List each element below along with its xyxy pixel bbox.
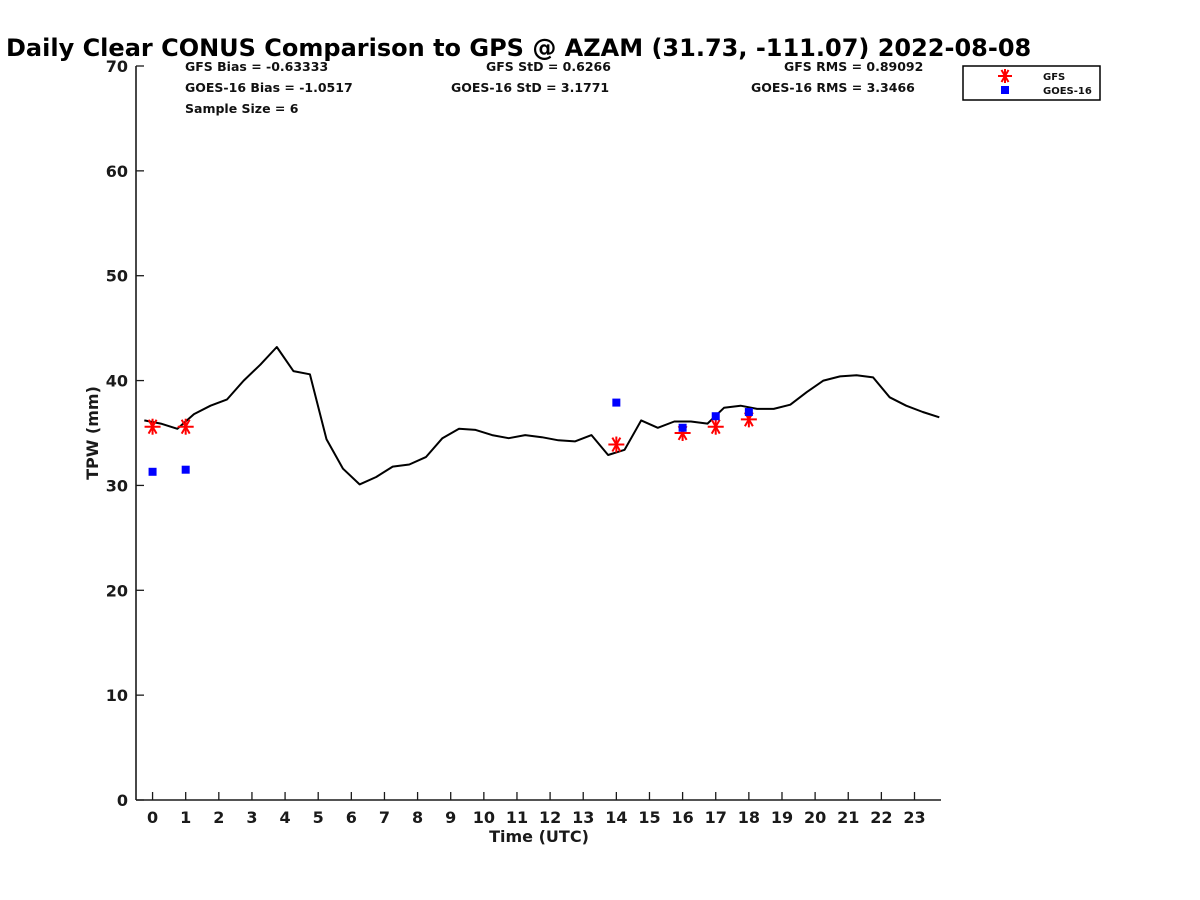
x-tick-label: 2 [213,808,224,827]
goes16-point [612,398,621,407]
x-tick-label: 10 [473,808,495,827]
stat-goes-bias: GOES-16 Bias = -1.0517 [185,80,353,95]
x-tick-label: 4 [280,808,291,827]
x-tick-label: 23 [903,808,925,827]
gfs-point [144,418,161,435]
stat-gfs-rms: GFS RMS = 0.89092 [784,59,923,74]
gfs-point [707,418,724,435]
y-tick-label: 30 [106,476,128,495]
goes16-point [711,412,720,421]
x-tick-label: 0 [147,808,158,827]
y-tick-label: 50 [106,267,128,286]
y-tick-label: 0 [117,791,128,810]
gps-tpw-line [144,346,940,486]
x-tick-label: 22 [870,808,892,827]
legend-gfs-symbol [998,69,1012,83]
stat-gfs-std: GFS StD = 0.6266 [486,59,611,74]
legend-goes-label: GOES-16 [1043,86,1092,97]
x-tick-label: 18 [738,808,760,827]
gps-line [144,346,940,486]
legend-gfs-marker [998,69,1012,83]
goes16-point [744,408,753,417]
x-tick-label: 8 [412,808,423,827]
x-tick-label: 14 [605,808,627,827]
x-tick-label: 1 [180,808,191,827]
legend-gfs-label: GFS [1043,72,1065,83]
gfs-point [608,436,625,453]
goes16-point [181,465,190,474]
x-tick-label: 5 [313,808,324,827]
y-axis-label: TPW (mm) [83,386,102,480]
legend-box [962,65,1101,101]
y-tick-label: 40 [106,372,128,391]
legend: GFS GOES-16 [962,65,1101,101]
x-tick-label: 20 [804,808,826,827]
x-tick-label: 17 [705,808,727,827]
x-tick-label: 11 [506,808,528,827]
x-tick-label: 15 [638,808,660,827]
x-tick-label: 16 [671,808,693,827]
chart-title: Daily Clear CONUS Comparison to GPS @ AZ… [6,34,1031,62]
stat-gfs-bias: GFS Bias = -0.63333 [185,59,328,74]
x-tick-label: 12 [539,808,561,827]
legend-goes-symbol [1001,86,1009,94]
legend-goes-marker [1001,86,1009,94]
stat-goes-std: GOES-16 StD = 3.1771 [451,80,609,95]
x-tick-label: 19 [771,808,793,827]
gfs-point [177,418,194,435]
x-tick-label: 3 [246,808,257,827]
x-axis-label: Time (UTC) [489,827,589,846]
x-tick-label: 7 [379,808,390,827]
stats-block: GFS Bias = -0.63333 GFS StD = 0.6266 GFS… [185,59,923,116]
y-tick-label: 60 [106,162,128,181]
goes16-point [678,423,687,432]
y-tick-label: 70 [106,57,128,76]
x-tick-label: 21 [837,808,859,827]
x-tick-label: 13 [572,808,594,827]
markers [144,398,757,476]
stat-sample-size: Sample Size = 6 [185,101,299,116]
goes16-point [148,467,157,476]
x-tick-label: 9 [445,808,456,827]
y-tick-label: 10 [106,686,128,705]
y-tick-label: 20 [106,581,128,600]
stat-goes-rms: GOES-16 RMS = 3.3466 [751,80,915,95]
x-tick-label: 6 [346,808,357,827]
